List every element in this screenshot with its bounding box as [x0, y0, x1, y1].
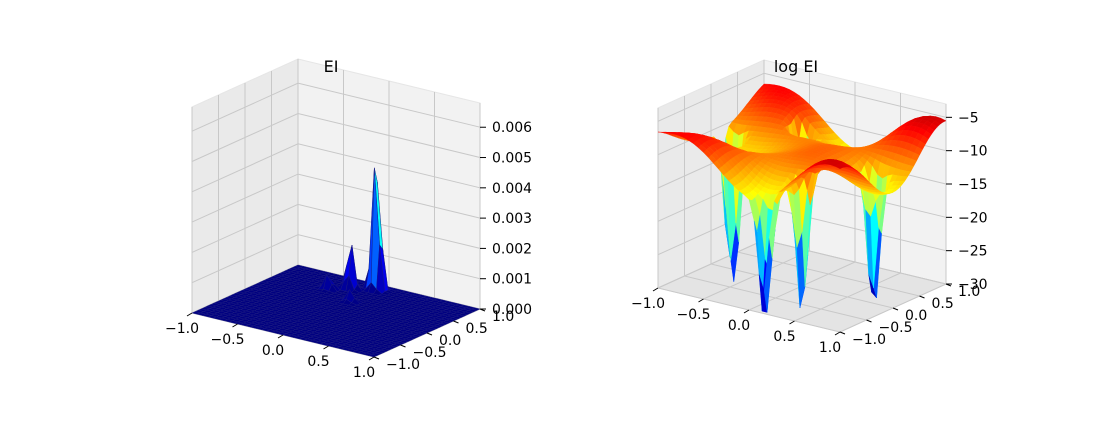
log-ei-panel: −1.0−0.50.00.51.0 −1.0−0.50.00.51.0−5−10−…	[631, 57, 988, 356]
z-tick-label: 0.003	[492, 211, 532, 227]
x-tick-mark	[834, 331, 841, 336]
z-tick-label: −25	[958, 244, 988, 260]
y-tick-label: −1.0	[386, 357, 420, 373]
y-tick-mark	[839, 331, 846, 335]
z-tick-label: 0.004	[492, 181, 532, 197]
z-tick-label: 0.001	[492, 272, 532, 288]
z-tick-label: −15	[958, 177, 988, 193]
z-gridline	[191, 234, 481, 284]
x-tick-label: 1.0	[353, 365, 375, 381]
y-tick-label: 0.0	[905, 308, 927, 324]
x-tick-label: 1.0	[819, 340, 841, 356]
x-tick-mark	[698, 298, 704, 303]
z-tick-label: 0.000	[492, 302, 532, 318]
log-ei-ticks: −1.0−0.50.00.51.0 −1.0−0.50.00.51.0−5−10−…	[631, 110, 988, 356]
x-tick-label: −0.5	[211, 332, 245, 348]
x-tick-label: 0.5	[307, 354, 329, 370]
y-tick-label: −0.5	[879, 320, 913, 336]
x-tick-mark	[368, 356, 375, 361]
y-tick-mark	[866, 319, 872, 323]
log-ei-title: log EI	[774, 57, 818, 76]
z-gridline	[191, 173, 481, 223]
x-tick-mark	[652, 287, 659, 292]
x-tick-mark	[232, 323, 238, 328]
surface-face	[367, 354, 378, 358]
y-tick-label: −1.0	[852, 332, 886, 348]
z-gridline	[191, 143, 481, 193]
z-tick-label: 0.005	[492, 151, 532, 167]
y-tick-mark	[400, 344, 406, 348]
y-tick-label: 0.5	[932, 296, 954, 312]
z-gridline	[657, 72, 947, 122]
y-tick-mark	[892, 307, 899, 311]
x-tick-label: 0.0	[728, 318, 750, 334]
x-tick-mark	[186, 312, 193, 317]
z-gridline	[191, 112, 481, 162]
y-tick-mark	[919, 295, 925, 299]
z-gridline	[191, 203, 481, 253]
log-ei-surface	[657, 83, 947, 313]
x-tick-mark	[743, 309, 750, 314]
x-tick-mark	[789, 320, 795, 325]
z-tick-label: −5	[958, 110, 979, 126]
ei-surface	[191, 167, 481, 358]
x-tick-label: −1.0	[631, 296, 665, 312]
ei-ticks: −1.0−0.50.00.51.0 −1.0−0.50.00.51.00.0000…	[165, 120, 532, 381]
x-tick-mark	[277, 334, 284, 339]
x-tick-label: −0.5	[677, 307, 711, 323]
y-tick-label: 1.0	[492, 309, 514, 325]
y-tick-label: 0.5	[466, 321, 488, 337]
y-tick-label: 0.0	[439, 333, 461, 349]
y-tick-label: −0.5	[413, 345, 447, 361]
z-tick-label: 0.006	[492, 120, 532, 136]
x-tick-label: −1.0	[165, 321, 199, 337]
surface-face	[834, 164, 844, 170]
y-tick-mark	[426, 332, 433, 336]
z-tick-label: −30	[958, 277, 988, 293]
y-tick-label: 1.0	[958, 284, 980, 300]
ei-panel: −1.0−0.50.00.51.0 −1.0−0.50.00.51.00.0000…	[165, 57, 532, 381]
z-tick-label: −20	[958, 210, 988, 226]
z-tick-label: 0.002	[492, 241, 532, 257]
ei-title: EI	[324, 57, 339, 76]
z-tick-label: −10	[958, 144, 988, 160]
y-tick-mark	[373, 356, 380, 360]
x-tick-mark	[323, 345, 329, 350]
y-tick-mark	[453, 320, 459, 324]
x-tick-label: 0.5	[773, 329, 795, 345]
x-tick-label: 0.0	[262, 343, 284, 359]
z-gridline	[191, 82, 481, 132]
